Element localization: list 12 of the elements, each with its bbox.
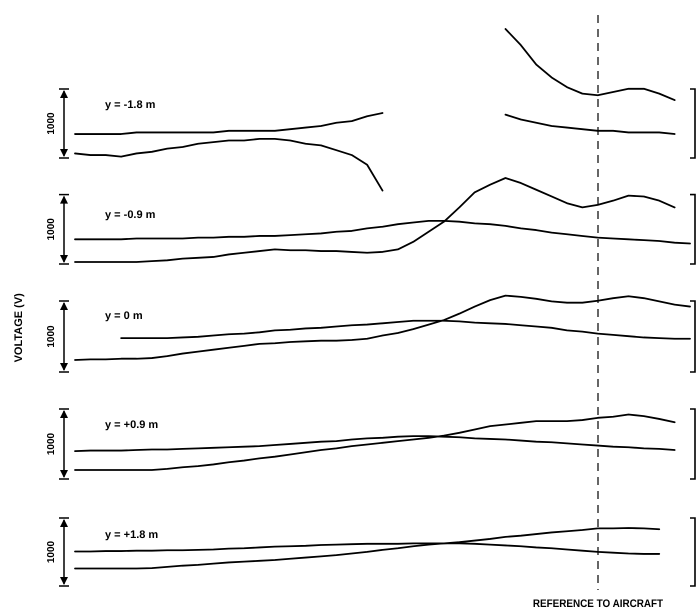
chart-title: y = +0.9 m: [105, 419, 158, 431]
text: 1000: [46, 432, 57, 456]
chart-title: y = +1.8 m: [105, 529, 158, 541]
text: 1000: [46, 218, 57, 240]
x-axis-title: REFERENCE TO AIRCRAFT: [532, 598, 664, 610]
text: y = -1.8 m: [105, 99, 156, 111]
text: 1000: [46, 112, 57, 135]
text: 1000: [46, 324, 57, 348]
y-axis-title: VOLTAGE (V): [13, 292, 25, 362]
text: y = -0.9 m: [105, 209, 156, 221]
text: y = 0 m: [105, 310, 143, 322]
text: 1000: [46, 540, 57, 564]
